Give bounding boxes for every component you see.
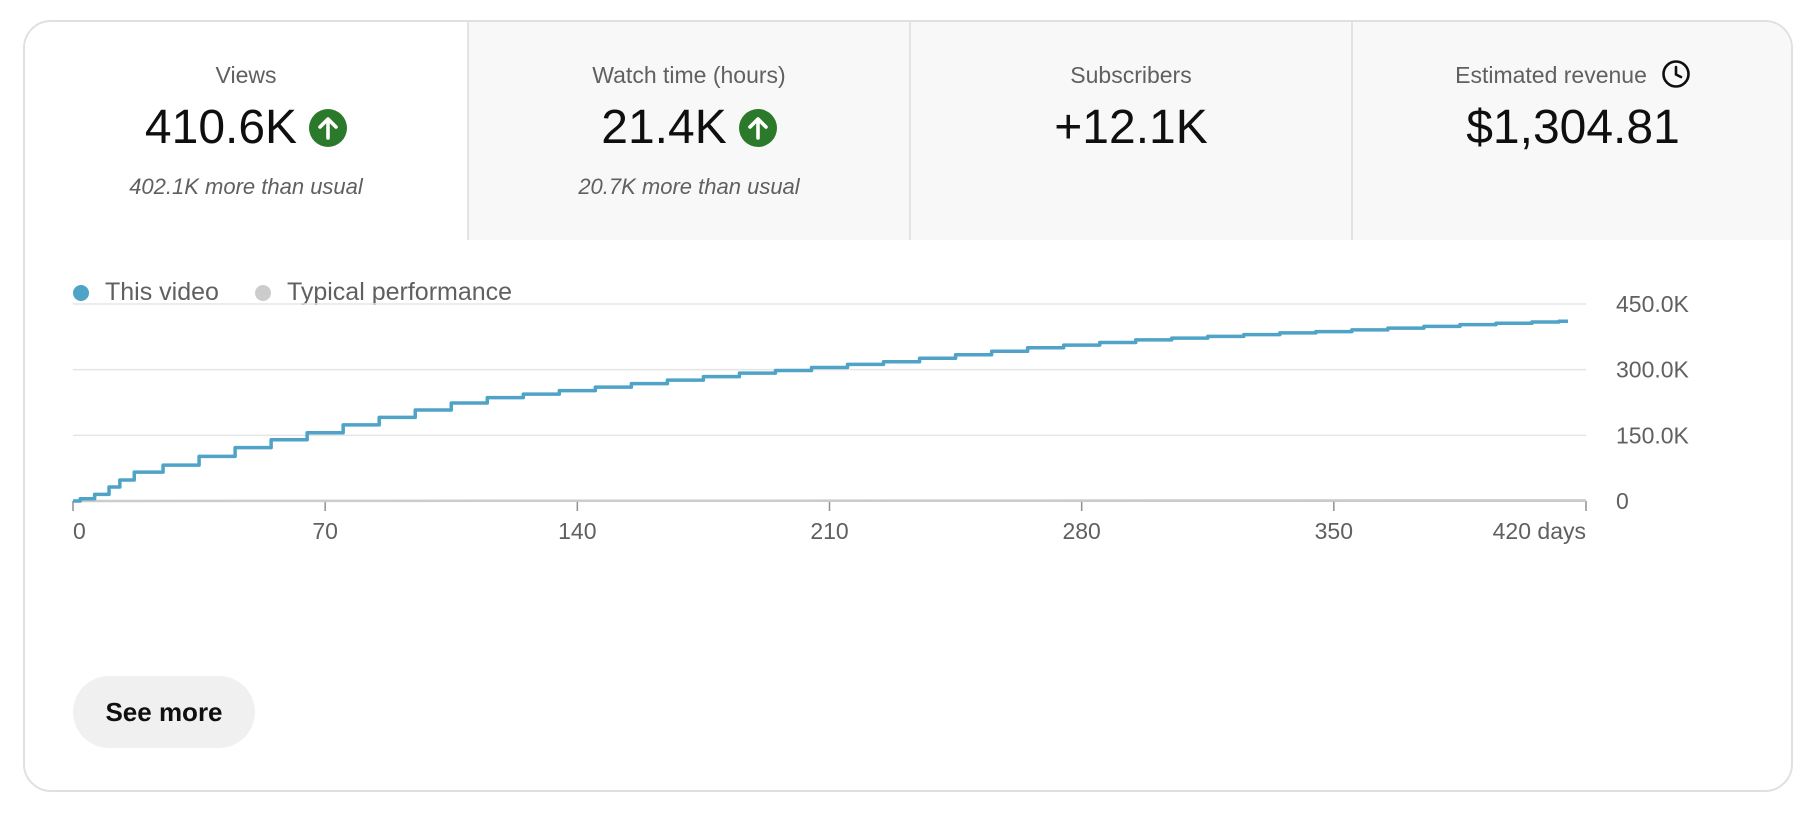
x-tick-label: 350 <box>1315 518 1353 544</box>
series-line-this-video <box>73 321 1568 501</box>
y-tick-label: 300.0K <box>1616 357 1690 383</box>
x-tick-label: 210 <box>810 518 848 544</box>
see-more-button[interactable]: See more <box>73 676 255 748</box>
analytics-card: Views 410.6K 402.1K more than usual Watc… <box>23 20 1793 792</box>
y-tick-label: 450.0K <box>1616 291 1690 317</box>
x-tick-label: 420 days <box>1493 518 1586 544</box>
x-tick-label: 280 <box>1062 518 1100 544</box>
views-line-chart: 0 150.0K 300.0K 450.0K 0 70 140 210 280 350 420 da… <box>25 22 1793 662</box>
y-tick-label: 150.0K <box>1616 422 1690 448</box>
x-tick-label: 140 <box>558 518 596 544</box>
x-tick-label: 70 <box>312 518 338 544</box>
y-tick-label: 0 <box>1616 488 1629 514</box>
series-line-typical-performance <box>73 500 1586 501</box>
x-tick-label: 0 <box>73 518 86 544</box>
